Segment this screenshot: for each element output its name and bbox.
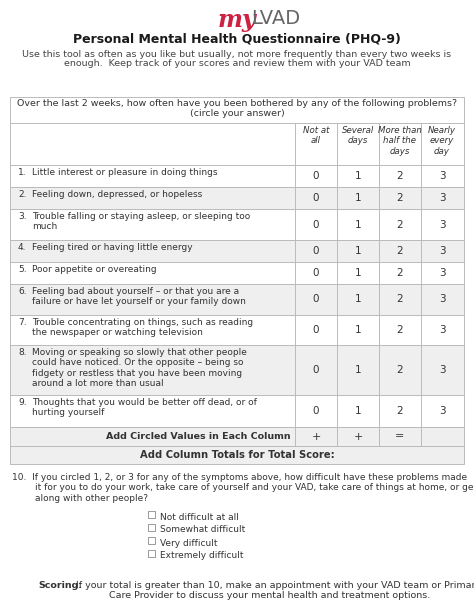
Text: 2: 2 [397,294,403,305]
Text: 0: 0 [313,268,319,278]
Text: 2: 2 [397,246,403,256]
Text: 0: 0 [313,219,319,229]
Text: 0: 0 [313,246,319,256]
Text: 3: 3 [439,268,445,278]
Bar [10,427,464,446]
Bar [148,550,155,557]
Text: 0: 0 [313,171,319,181]
Text: 2: 2 [397,268,403,278]
Text: Little interest or pleasure in doing things: Little interest or pleasure in doing thi… [32,168,218,177]
Text: 3: 3 [439,219,445,229]
Text: =: = [395,432,405,441]
Text: 2: 2 [397,406,403,416]
Text: Feeling tired or having little energy: Feeling tired or having little energy [32,243,192,252]
Bar [10,315,464,345]
Text: Extremely difficult: Extremely difficult [160,552,244,560]
Text: LVAD: LVAD [251,9,300,28]
Text: 1.: 1. [18,168,27,177]
Bar [10,209,464,240]
Text: 1: 1 [355,406,361,416]
Text: 1: 1 [355,365,361,375]
Text: 1: 1 [355,171,361,181]
Text: Poor appetite or overeating: Poor appetite or overeating [32,265,156,274]
Text: +: + [311,432,321,441]
Text: 1: 1 [355,246,361,256]
Text: More than
half the
days: More than half the days [378,126,422,156]
Text: 0: 0 [313,294,319,305]
Text: 4.: 4. [18,243,27,252]
Text: 1: 1 [355,294,361,305]
Text: Scoring:: Scoring: [38,581,82,590]
Text: 1: 1 [355,219,361,229]
Text: 1: 1 [355,193,361,203]
Text: Add Circled Values in Each Column: Add Circled Values in Each Column [106,432,291,441]
Text: Several
days: Several days [342,126,374,145]
Text: 1: 1 [355,268,361,278]
Bar [10,97,464,123]
Text: Very difficult: Very difficult [160,538,218,547]
Text: Feeling bad about yourself – or that you are a
failure or have let yourself or y: Feeling bad about yourself – or that you… [32,287,246,306]
Text: 0: 0 [313,193,319,203]
Text: 3: 3 [439,365,445,375]
Text: 9.: 9. [18,398,27,407]
Bar [10,284,464,315]
Text: Nearly
every
day: Nearly every day [428,126,456,156]
Text: Not at
all: Not at all [303,126,329,145]
Text: Not difficult at all: Not difficult at all [160,512,239,522]
Text: 2: 2 [397,171,403,181]
Text: Over the last 2 weeks, how often have you been bothered by any of the following : Over the last 2 weeks, how often have yo… [17,99,457,118]
Text: 0: 0 [313,406,319,416]
Bar [10,187,464,209]
Text: 3: 3 [439,325,445,335]
Text: 0: 0 [313,325,319,335]
Text: 2: 2 [397,325,403,335]
Text: Personal Mental Health Questionnaire (PHQ-9): Personal Mental Health Questionnaire (PH… [73,33,401,46]
Text: 2.: 2. [18,190,27,199]
Text: 3: 3 [439,294,445,305]
Text: 3: 3 [439,246,445,256]
Text: 3: 3 [439,193,445,203]
Bar [10,395,464,427]
Text: 2: 2 [397,193,403,203]
Text: 3: 3 [439,171,445,181]
Text: Thoughts that you would be better off dead, or of
hurting yourself: Thoughts that you would be better off de… [32,398,257,417]
Text: 5.: 5. [18,265,27,274]
Text: 10.  If you circled 1, 2, or 3 for any of the symptoms above, how difficult have: 10. If you circled 1, 2, or 3 for any of… [12,473,474,503]
Text: Somewhat difficult: Somewhat difficult [160,525,245,535]
Text: If your total is greater than 10, make an appointment with your VAD team or Prim: If your total is greater than 10, make a… [70,581,474,600]
Text: my: my [218,8,256,32]
Text: 1: 1 [355,325,361,335]
Text: Feeling down, depressed, or hopeless: Feeling down, depressed, or hopeless [32,190,202,199]
Bar [148,524,155,531]
Text: 0: 0 [313,365,319,375]
Bar [148,511,155,518]
Text: enough.  Keep track of your scores and review them with your VAD team: enough. Keep track of your scores and re… [64,59,410,68]
Bar [10,262,464,284]
Bar [10,240,464,262]
Text: 8.: 8. [18,348,27,357]
Bar [10,345,464,395]
Text: Add Column Totals for Total Score:: Add Column Totals for Total Score: [140,450,334,460]
Text: 7.: 7. [18,318,27,327]
Text: Use this tool as often as you like but usually, not more frequently than every t: Use this tool as often as you like but u… [22,50,452,59]
Text: Trouble falling or staying asleep, or sleeping too
much: Trouble falling or staying asleep, or sl… [32,212,250,231]
Text: +: + [353,432,363,441]
Text: 3: 3 [439,406,445,416]
Text: 6.: 6. [18,287,27,296]
Text: Moving or speaking so slowly that other people
could have noticed. Or the opposi: Moving or speaking so slowly that other … [32,348,247,388]
Bar [10,123,464,165]
Text: Trouble concentrating on things, such as reading
the newspaper or watching telev: Trouble concentrating on things, such as… [32,318,253,337]
Text: 2: 2 [397,365,403,375]
Text: 2: 2 [397,219,403,229]
Bar [10,446,464,464]
Bar [148,537,155,544]
Bar [10,165,464,187]
Text: 3.: 3. [18,212,27,221]
